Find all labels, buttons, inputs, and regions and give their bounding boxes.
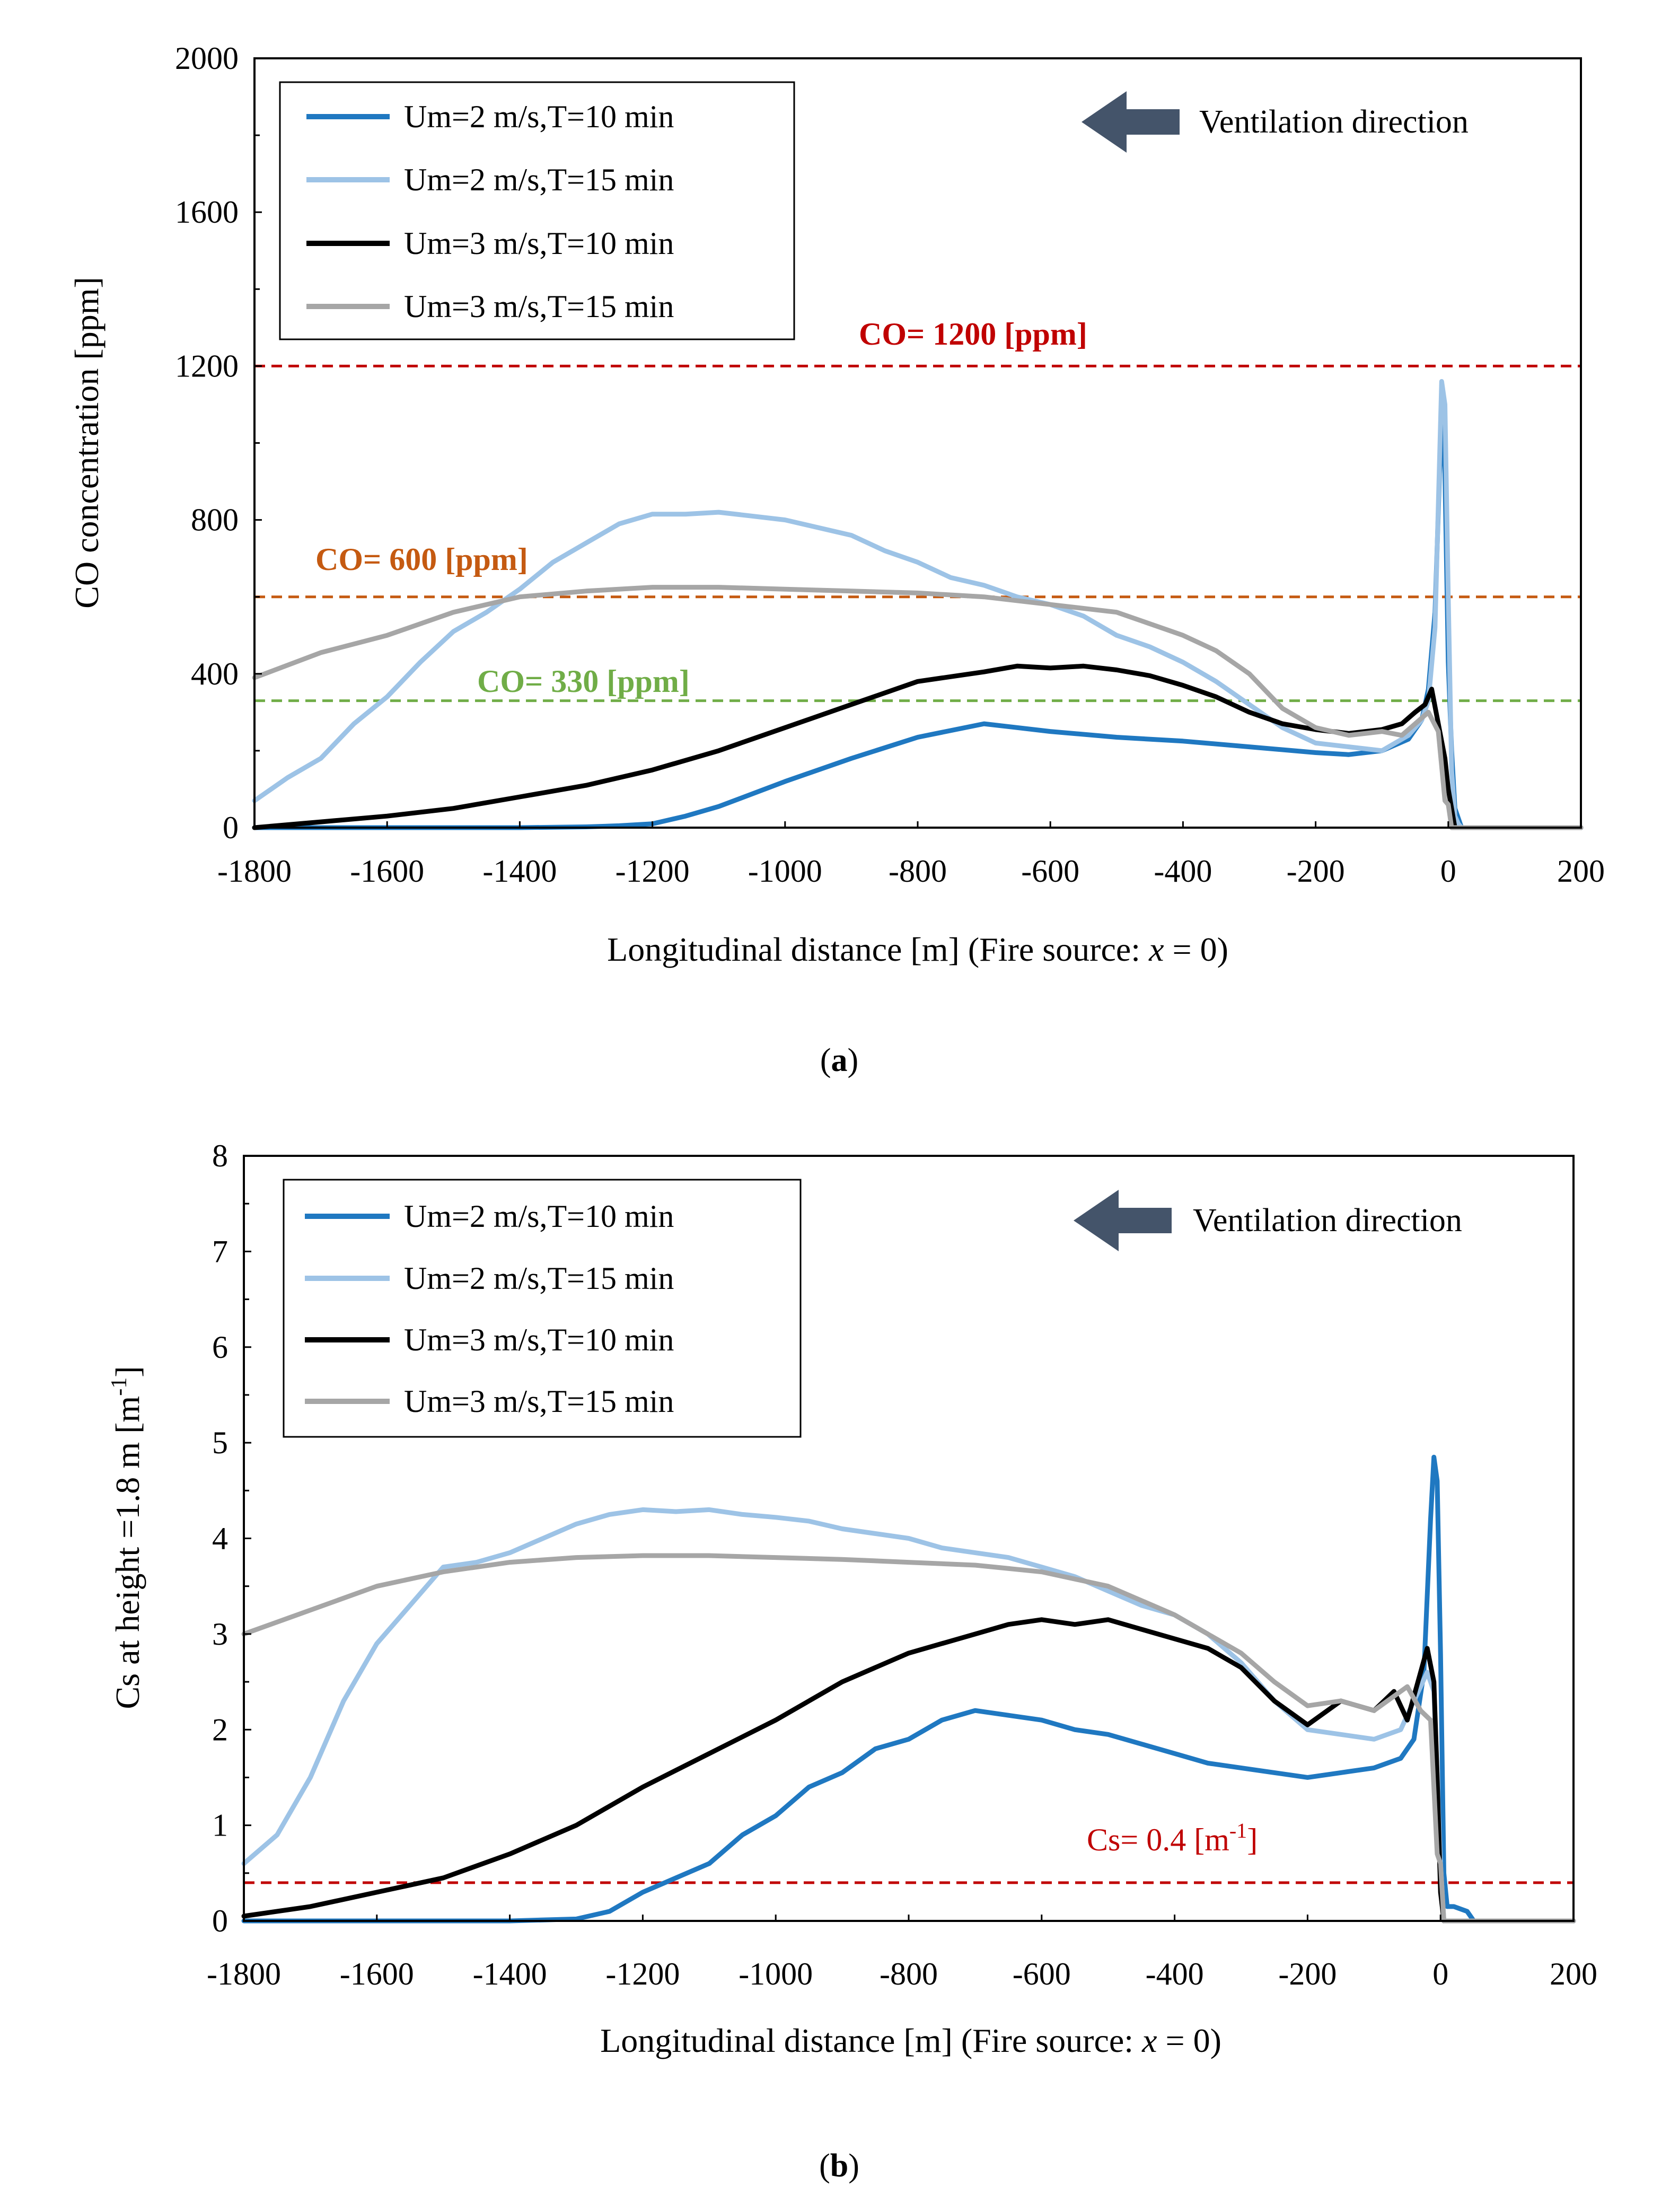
b-series-line-3 <box>241 1617 1576 1924</box>
b-x-tick-label: -1600 <box>340 1956 414 1991</box>
a-threshold-label-330: CO= 330 [ppm] <box>477 664 690 699</box>
a-y-axis-title: CO concentration [ppm] <box>68 277 106 609</box>
b-y-axis-title-tail: ] <box>109 1366 146 1377</box>
b-series-line-1 <box>241 1454 1576 1924</box>
a-panel-label: (a) <box>820 1042 858 1078</box>
b-x-tick-label: -200 <box>1278 1956 1337 1991</box>
b-ventilation-arrow-icon <box>1074 1190 1172 1251</box>
b-series-lines <box>241 1454 1576 1924</box>
b-y-tick-label: 6 <box>212 1330 228 1365</box>
a-y-tick-label: 1200 <box>175 348 239 383</box>
a-x-axis: -1800 -1600 -1400 -1200 -1000 -800 -600 -400 -20… <box>217 821 1605 889</box>
a-x-axis-title-var: x <box>1148 931 1164 968</box>
a-legend-label-2: Um=2 m/s,T=15 min <box>404 162 674 197</box>
b-y-axis: 0 1 2 3 4 5 6 7 8 <box>212 1138 251 1938</box>
b-legend-label-1: Um=2 m/s,T=10 min <box>404 1199 674 1234</box>
a-x-tick-label: -1000 <box>748 854 822 889</box>
b-panel-label: (b) <box>819 2148 859 2184</box>
b-legend: Um=2 m/s,T=10 min Um=2 m/s,T=15 min Um=3… <box>283 1179 802 1438</box>
b-series-line-2 <box>241 1507 1576 1924</box>
b-y-tick-label: 8 <box>212 1138 228 1173</box>
a-x-axis-title: Longitudinal distance [m] (Fire source: … <box>607 931 1228 968</box>
a-x-tick-label: -1800 <box>217 854 292 889</box>
a-legend: Um=2 m/s,T=10 min Um=2 m/s,T=15 min Um=3… <box>279 81 795 340</box>
a-x-axis-title-main: Longitudinal distance [m] (Fire source: <box>607 931 1149 968</box>
b-x-tick-label: -1800 <box>207 1956 281 1991</box>
b-x-axis: -1800 -1600 -1400 -1200 -1000 -800 -600 -400 -20… <box>207 1915 1597 1991</box>
b-ventilation-label: Ventilation direction <box>1193 1202 1462 1239</box>
a-threshold-lines <box>254 364 1581 703</box>
a-x-tick-label: -200 <box>1287 854 1345 889</box>
b-legend-label-4: Um=3 m/s,T=15 min <box>404 1384 674 1419</box>
a-x-tick-label: -800 <box>889 854 947 889</box>
a-x-tick-label: -400 <box>1154 854 1212 889</box>
a-x-tick-label: 200 <box>1557 854 1605 889</box>
a-series-lines <box>252 379 1584 830</box>
a-y-tick-label: 800 <box>191 503 239 538</box>
a-legend-box <box>279 81 795 340</box>
b-y-tick-label: 0 <box>212 1903 228 1938</box>
a-series-line-4 <box>252 585 1584 830</box>
b-y-axis-title-main: Cs at height =1.8 m [m <box>109 1396 146 1709</box>
b-threshold-label: Cs= 0.4 [m-1] <box>1087 1819 1258 1857</box>
b-x-tick-label: 200 <box>1550 1956 1597 1991</box>
a-x-tick-label: -1200 <box>616 854 690 889</box>
b-x-axis-title: Longitudinal distance [m] (Fire source: … <box>600 2022 1221 2059</box>
b-threshold-label-sup: -1 <box>1229 1819 1247 1842</box>
b-x-tick-label: -1400 <box>473 1956 547 1991</box>
a-series-line-1 <box>252 402 1584 830</box>
b-x-axis-title-tail: = 0) <box>1157 2022 1221 2059</box>
b-y-tick-label: 2 <box>212 1712 228 1747</box>
a-ventilation-arrow-icon <box>1082 91 1180 153</box>
b-y-tick-label: 7 <box>212 1234 228 1269</box>
b-legend-label-2: Um=2 m/s,T=15 min <box>404 1261 674 1296</box>
b-x-tick-label: -1000 <box>739 1956 813 1991</box>
a-legend-label-3: Um=3 m/s,T=10 min <box>404 226 674 261</box>
b-x-tick-label: 0 <box>1432 1956 1448 1991</box>
b-panel-letter: b <box>830 2148 848 2184</box>
a-legend-label-4: Um=3 m/s,T=15 min <box>404 289 674 324</box>
b-legend-label-3: Um=3 m/s,T=10 min <box>404 1322 674 1357</box>
a-y-tick-label: 2000 <box>175 41 239 76</box>
a-ventilation-label: Ventilation direction <box>1199 104 1469 140</box>
a-y-tick-label: 1600 <box>175 195 239 230</box>
a-y-tick-label: 400 <box>191 656 239 691</box>
a-legend-label-1: Um=2 m/s,T=10 min <box>404 99 674 134</box>
a-x-axis-title-tail: = 0) <box>1164 931 1228 968</box>
a-threshold-label-1200: CO= 1200 [ppm] <box>859 317 1087 352</box>
b-x-tick-label: -1200 <box>605 1956 680 1991</box>
b-y-tick-label: 4 <box>212 1521 228 1556</box>
a-x-tick-label: 0 <box>1440 854 1456 889</box>
b-x-tick-label: -800 <box>880 1956 938 1991</box>
b-y-axis-title: Cs at height =1.8 m [m-1] <box>107 1366 146 1709</box>
b-threshold-label-tail: ] <box>1247 1822 1258 1857</box>
b-x-axis-title-var: x <box>1141 2022 1157 2059</box>
a-y-tick-label: 0 <box>223 810 239 845</box>
b-y-axis-title-sup: -1 <box>107 1377 131 1396</box>
b-series-line-4 <box>241 1553 1576 1924</box>
b-y-tick-label: 5 <box>212 1425 228 1460</box>
b-x-tick-label: -400 <box>1146 1956 1204 1991</box>
a-x-tick-label: -1400 <box>482 854 557 889</box>
a-x-tick-label: -600 <box>1021 854 1079 889</box>
b-threshold-label-main: Cs= 0.4 [m <box>1087 1822 1229 1857</box>
b-x-axis-title-main: Longitudinal distance [m] (Fire source: <box>600 2022 1142 2059</box>
a-x-tick-label: -1600 <box>350 854 424 889</box>
b-x-tick-label: -600 <box>1013 1956 1071 1991</box>
a-y-axis: 0 400 800 1200 1600 2000 <box>175 41 262 845</box>
a-series-line-2 <box>252 379 1584 830</box>
b-y-tick-label: 3 <box>212 1617 228 1652</box>
a-panel-letter: a <box>831 1042 848 1078</box>
b-legend-box <box>283 1179 802 1438</box>
a-series-line-3 <box>252 663 1584 830</box>
b-y-tick-label: 1 <box>212 1808 228 1843</box>
a-threshold-label-600: CO= 600 [ppm] <box>315 542 528 577</box>
